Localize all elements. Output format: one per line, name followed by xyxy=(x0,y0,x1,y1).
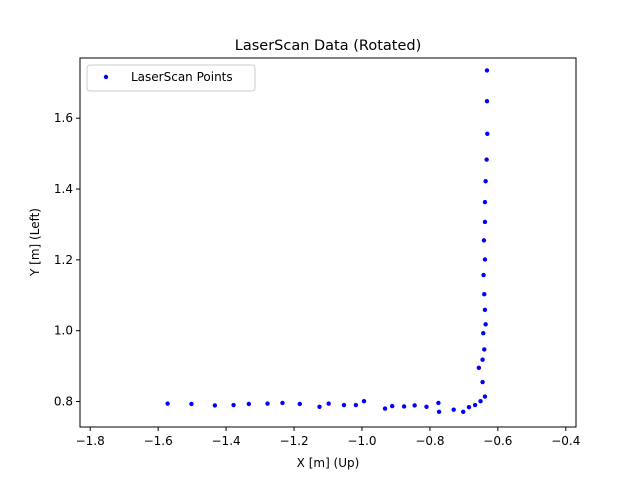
scatter-point xyxy=(353,402,359,408)
x-axis: −1.8 −1.6 −1.4 −1.2 −1.0 −0.8 −0.6 −0.4 xyxy=(76,427,580,448)
x-tick-label: −1.6 xyxy=(144,434,173,448)
scatter-point xyxy=(480,357,485,362)
y-tick-label: 1.6 xyxy=(54,111,73,125)
y-tick-label: 0.8 xyxy=(54,395,73,409)
x-tick-label: −0.6 xyxy=(483,434,512,448)
plot-frame xyxy=(79,57,577,428)
scatter-point xyxy=(482,307,488,312)
scatter-point xyxy=(484,68,490,73)
scatter-point xyxy=(165,401,170,406)
scatter-point xyxy=(485,131,490,136)
scatter-point xyxy=(482,257,488,262)
x-tick-label: −1.2 xyxy=(279,434,308,448)
scatter-point xyxy=(483,322,488,327)
scatter-point xyxy=(482,199,488,205)
scatter-point xyxy=(436,400,441,406)
legend-marker xyxy=(103,74,109,80)
x-tick-label: −1.4 xyxy=(212,434,241,448)
scatter-point xyxy=(482,394,488,399)
x-tick-label: −0.8 xyxy=(415,434,444,448)
scatter-point xyxy=(461,409,466,414)
scatter-point xyxy=(412,403,417,408)
scatter-point xyxy=(484,99,490,104)
scatter-point xyxy=(482,292,487,297)
scatter-point xyxy=(280,400,285,406)
scatter-point xyxy=(231,402,236,408)
scatter-point xyxy=(382,406,388,411)
legend-label: LaserScan Points xyxy=(131,70,233,84)
scatter-point xyxy=(481,272,486,278)
legend-box xyxy=(86,64,256,92)
y-tick-label: 1.4 xyxy=(54,182,73,196)
scatter-point xyxy=(390,403,395,409)
scatter-point xyxy=(478,398,483,404)
scatter-point xyxy=(265,401,270,406)
scatter-point xyxy=(481,330,486,336)
scatter-point xyxy=(476,365,482,371)
scatter-point xyxy=(480,379,485,385)
scatter-point xyxy=(341,402,347,408)
scatter-point xyxy=(481,238,487,243)
scatter-point xyxy=(482,219,488,225)
y-tick-label: 1.0 xyxy=(54,324,73,338)
legend: LaserScan Points xyxy=(86,64,256,92)
scatter-point xyxy=(472,402,478,408)
scatter-point xyxy=(246,401,252,407)
scatter-point xyxy=(189,401,194,407)
points-layer xyxy=(165,68,490,414)
scatter-point xyxy=(451,407,456,412)
x-axis-label: X [m] (Up) xyxy=(297,456,360,470)
scatter-point xyxy=(212,403,218,408)
scatter-point xyxy=(484,157,489,162)
scatter-point xyxy=(482,347,487,352)
scatter-point xyxy=(326,401,331,406)
scatter-point xyxy=(401,404,407,409)
y-axis-label: Y [m] (Left) xyxy=(28,208,42,277)
scatter-point xyxy=(466,404,472,410)
chart-title: LaserScan Data (Rotated) xyxy=(235,38,421,54)
scatter-point xyxy=(483,179,488,184)
x-tick-label: −0.4 xyxy=(551,434,580,448)
scatter-point xyxy=(424,404,429,410)
scatter-point xyxy=(361,398,367,404)
scatter-point xyxy=(436,409,442,414)
y-tick-label: 1.2 xyxy=(54,253,73,267)
x-tick-label: −1.0 xyxy=(347,434,376,448)
x-tick-label: −1.8 xyxy=(76,434,105,448)
scatter-point xyxy=(317,404,322,410)
y-axis: 0.8 1.0 1.2 1.4 1.6 xyxy=(54,111,80,409)
scatter-point xyxy=(297,401,302,407)
